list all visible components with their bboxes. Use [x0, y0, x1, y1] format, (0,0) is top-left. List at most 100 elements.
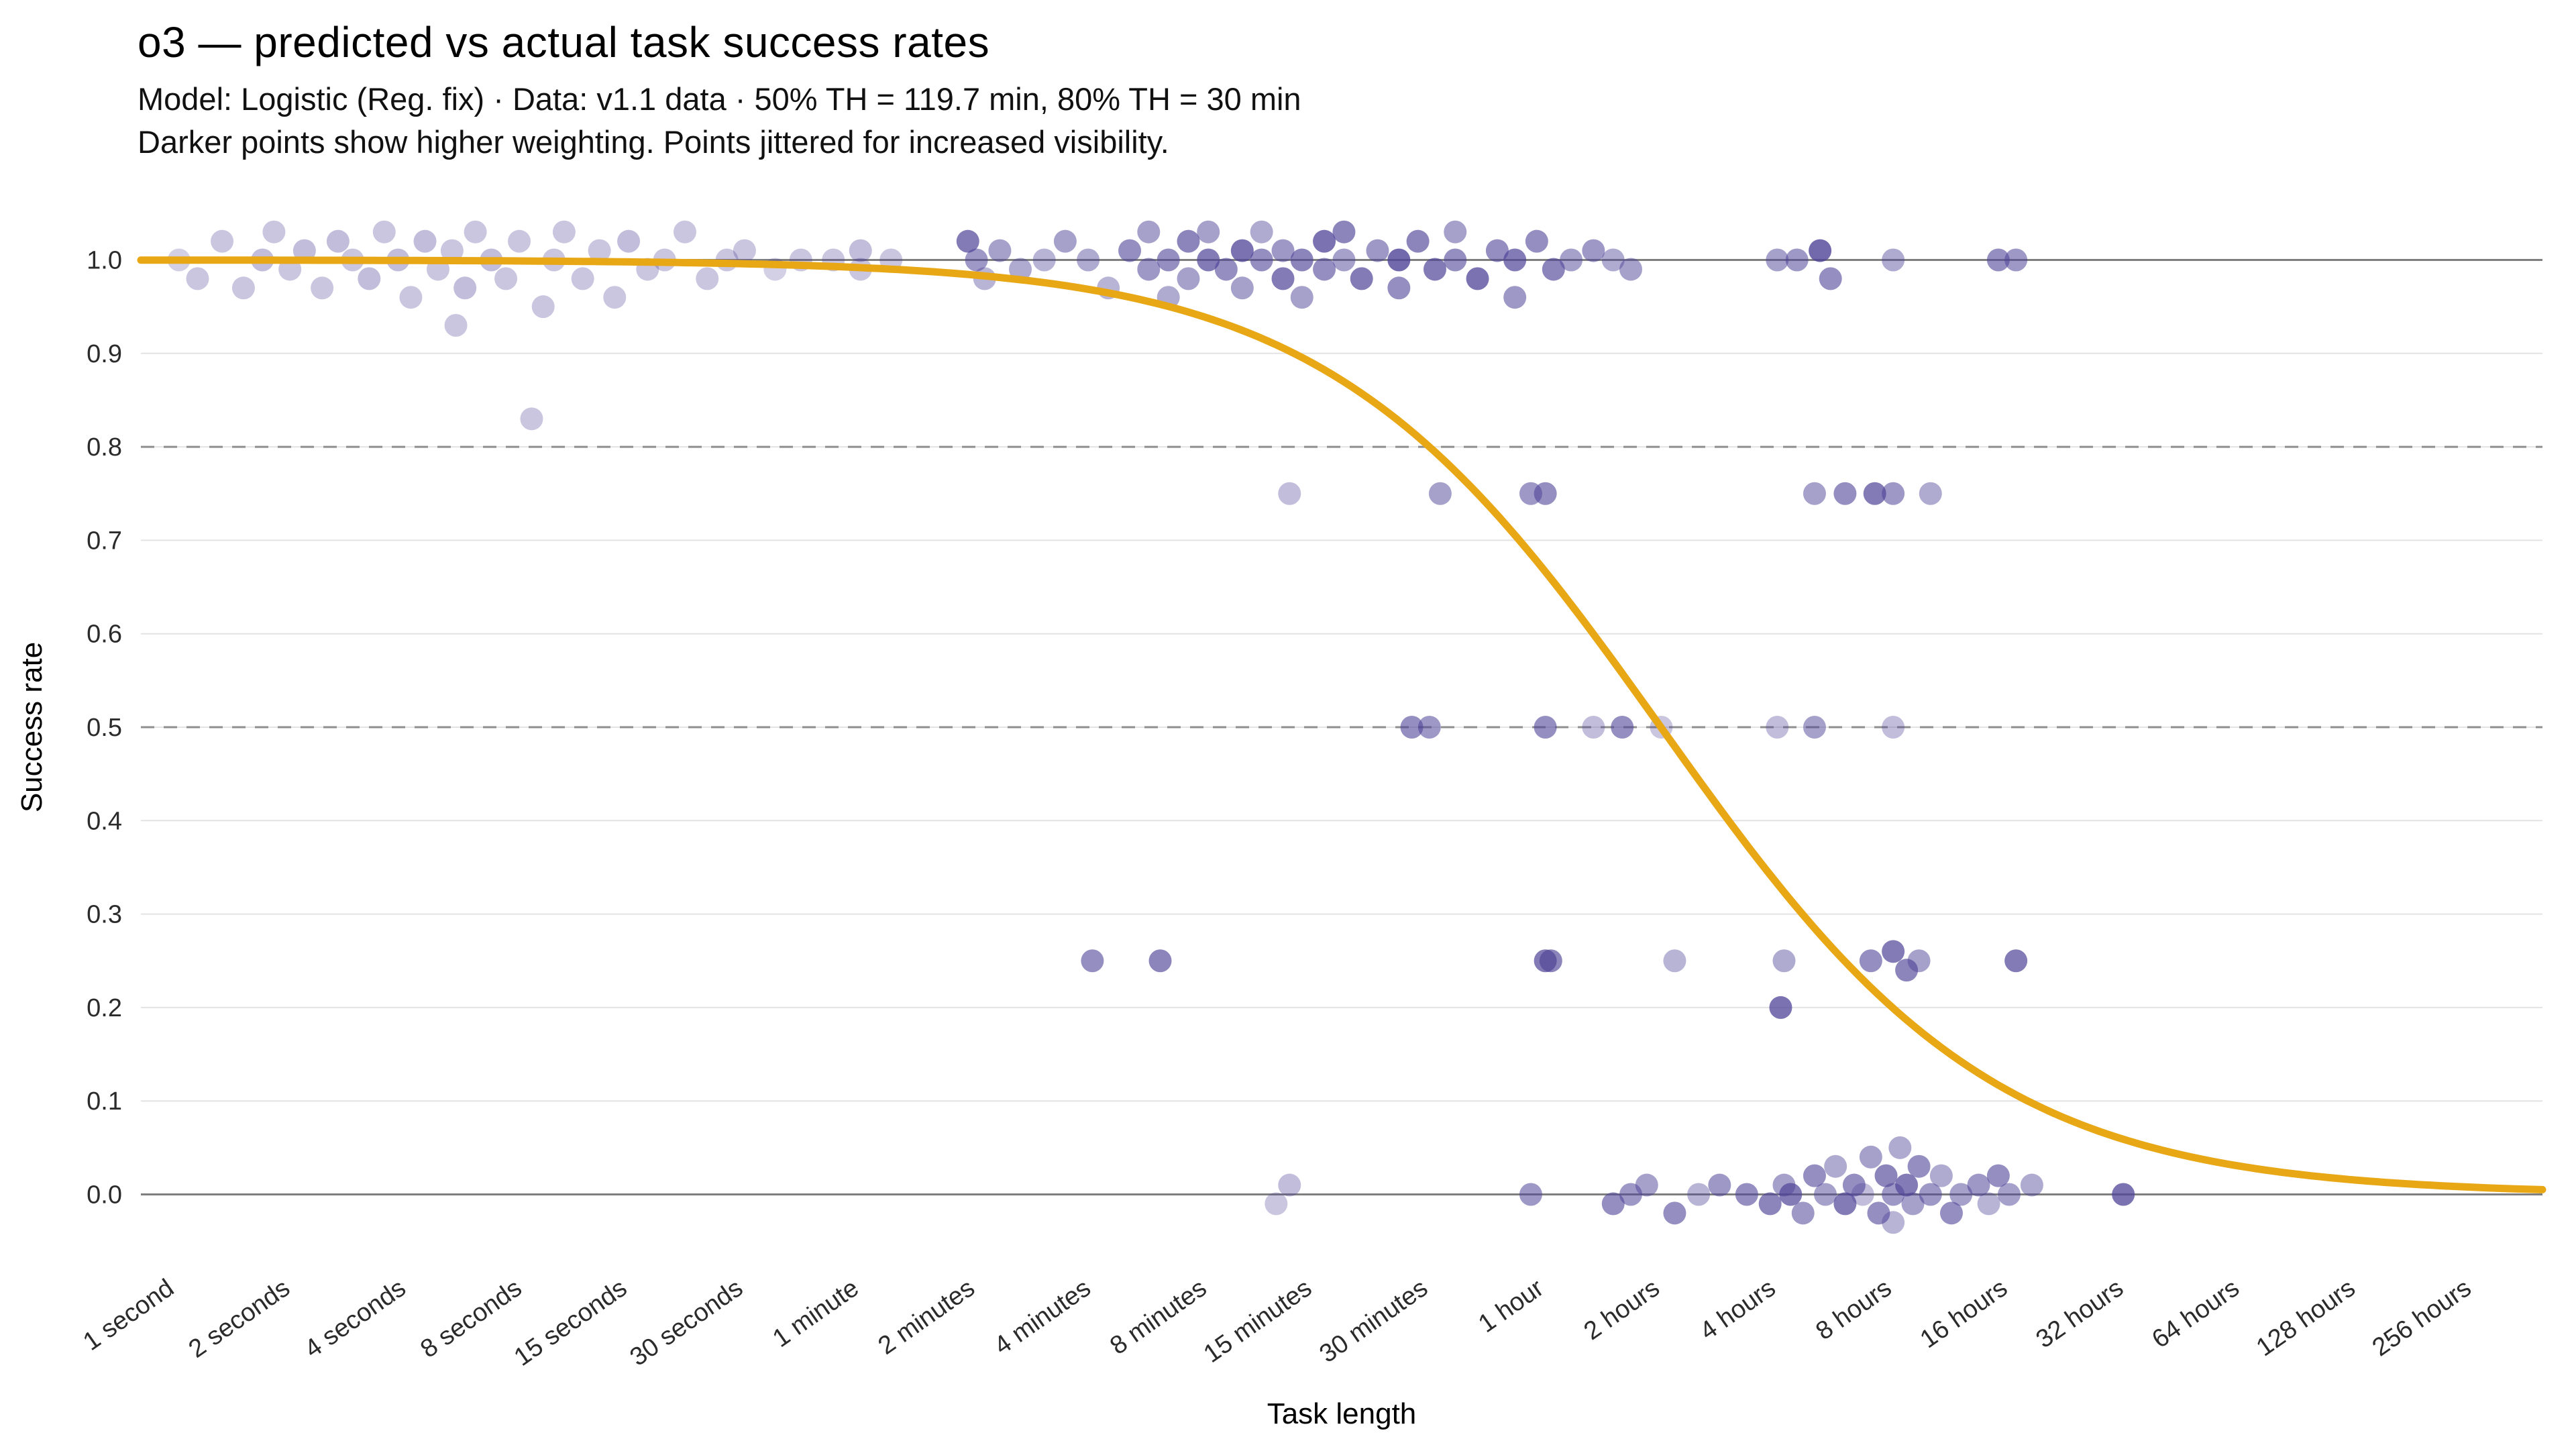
data-point	[311, 276, 334, 300]
data-point	[231, 276, 255, 300]
data-point	[571, 267, 594, 290]
data-point	[1466, 267, 1489, 290]
data-point	[1366, 239, 1389, 262]
data-point	[1157, 248, 1180, 272]
data-point	[965, 248, 988, 272]
data-point	[1766, 248, 1789, 272]
data-point	[673, 220, 696, 244]
data-point	[1485, 239, 1509, 262]
data-point	[1769, 996, 1792, 1019]
data-point	[1635, 1173, 1658, 1197]
data-point	[1250, 248, 1273, 272]
data-point	[1332, 220, 1356, 244]
data-point	[1177, 267, 1200, 290]
data-point	[1986, 1164, 2010, 1187]
x-tick-label: 30 minutes	[1315, 1274, 1433, 1368]
data-point	[1882, 482, 1905, 505]
y-tick-label: 0.6	[87, 621, 122, 649]
data-point	[372, 220, 396, 244]
data-point	[1077, 248, 1100, 272]
data-point	[1428, 482, 1452, 505]
data-point	[292, 239, 316, 262]
x-tick-label: 16 hours	[1915, 1274, 2012, 1354]
data-point	[464, 220, 487, 244]
data-point	[1601, 1192, 1625, 1216]
y-tick-label: 1.0	[87, 247, 122, 275]
data-point	[1278, 482, 1301, 505]
x-tick-label: 1 minute	[767, 1274, 863, 1353]
data-point	[1053, 229, 1077, 253]
data-point	[1290, 248, 1313, 272]
data-point	[603, 286, 627, 309]
data-point	[1863, 482, 1886, 505]
data-point	[1519, 1183, 1542, 1206]
data-point	[1663, 949, 1686, 973]
data-point	[1214, 258, 1238, 281]
chart-subtitle-note: Darker points show higher weighting. Poi…	[138, 124, 1169, 160]
logistic-fit-curve	[137, 256, 2546, 1193]
x-tick-label: 32 hours	[2031, 1274, 2129, 1354]
y-tick-label: 0.5	[87, 714, 122, 742]
data-point	[1735, 1183, 1758, 1206]
data-point	[1997, 1183, 2021, 1206]
data-point	[1444, 248, 1467, 272]
data-point	[1008, 258, 1032, 281]
data-point	[1791, 1201, 1815, 1225]
data-point	[2020, 1173, 2043, 1197]
y-tick-label: 0.0	[87, 1181, 122, 1209]
data-point	[1803, 716, 1826, 739]
data-point	[1444, 220, 1467, 244]
y-tick-label: 0.7	[87, 527, 122, 555]
data-point	[413, 229, 437, 253]
data-point	[1230, 239, 1254, 262]
data-point	[1882, 248, 1905, 272]
y-tick-label: 0.9	[87, 340, 122, 368]
data-point	[1423, 258, 1446, 281]
data-point	[1148, 949, 1172, 973]
data-point	[1417, 716, 1441, 739]
data-point	[1779, 1183, 1803, 1206]
data-point	[1895, 1173, 1919, 1197]
data-point	[1197, 220, 1220, 244]
data-point	[956, 229, 979, 253]
data-point	[1503, 248, 1527, 272]
data-point	[1967, 1173, 1990, 1197]
data-point	[1766, 716, 1789, 739]
data-point	[1265, 1192, 1288, 1216]
data-point	[1619, 258, 1643, 281]
data-point	[1859, 1145, 1882, 1169]
data-point	[1803, 1164, 1826, 1187]
data-point	[1882, 1211, 1905, 1234]
data-point	[1601, 248, 1625, 272]
data-point	[2112, 1183, 2135, 1206]
chart-subtitle-model: Model: Logistic (Reg. fix) · Data: v1.1 …	[138, 81, 1301, 117]
data-point	[358, 267, 381, 290]
data-point	[1758, 1192, 1782, 1216]
data-point	[1560, 248, 1583, 272]
data-point	[1929, 1164, 1953, 1187]
data-point	[1539, 949, 1562, 973]
data-point	[1785, 248, 1809, 272]
y-tick-label: 0.2	[87, 994, 122, 1022]
data-point	[1137, 258, 1161, 281]
data-point	[1867, 1201, 1890, 1225]
data-point	[440, 239, 464, 262]
data-point	[1901, 1192, 1925, 1216]
x-tick-label: 256 hours	[2367, 1274, 2477, 1362]
x-tick-label: 128 hours	[2251, 1274, 2361, 1362]
data-point	[1819, 267, 1842, 290]
x-tick-label: 1 hour	[1473, 1274, 1549, 1338]
data-point	[1814, 1183, 1837, 1206]
x-tick-label: 2 seconds	[184, 1274, 295, 1364]
data-point	[552, 220, 576, 244]
data-point	[1809, 239, 1832, 262]
data-point	[1313, 258, 1336, 281]
data-point	[1081, 949, 1104, 973]
data-point	[1197, 248, 1220, 272]
data-point	[988, 239, 1012, 262]
data-point	[1313, 229, 1336, 253]
data-point	[1888, 1136, 1912, 1159]
data-point	[617, 229, 641, 253]
data-point	[1250, 220, 1273, 244]
